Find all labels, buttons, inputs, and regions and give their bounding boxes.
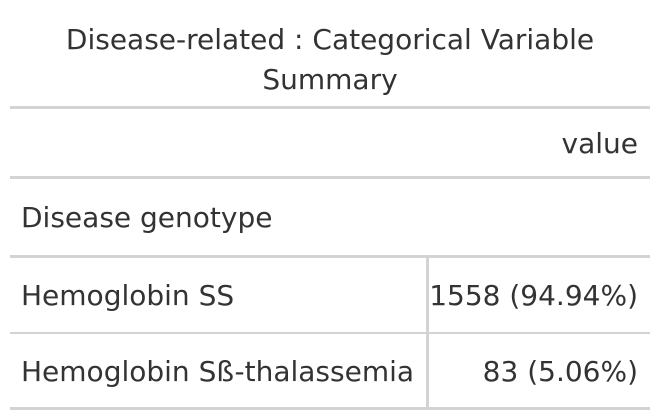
row-rule: [10, 332, 650, 334]
table-row: Hemoglobin Sß-thalassemia 83 (5.06%): [10, 334, 650, 408]
table-title: Disease-related : Categorical Variable S…: [65, 23, 595, 96]
row-label: Hemoglobin Sß-thalassemia: [21, 354, 415, 388]
group-label: Disease genotype: [21, 200, 273, 234]
group-row: Disease genotype: [10, 179, 650, 255]
summary-table: Disease-related : Categorical Variable S…: [10, 0, 650, 410]
column-header-row: value: [10, 109, 650, 177]
group-rule: [10, 255, 650, 258]
row-value: 1558 (94.94%): [429, 278, 638, 312]
column-header-value: value: [561, 126, 638, 160]
row-label: Hemoglobin SS: [21, 278, 235, 312]
bottom-rule: [10, 407, 650, 410]
table-row: Hemoglobin SS 1558 (94.94%): [10, 258, 650, 332]
column-divider: [426, 258, 429, 407]
title-rule: [10, 106, 650, 109]
row-value: 83 (5.06%): [482, 354, 638, 388]
header-rule: [10, 176, 650, 179]
